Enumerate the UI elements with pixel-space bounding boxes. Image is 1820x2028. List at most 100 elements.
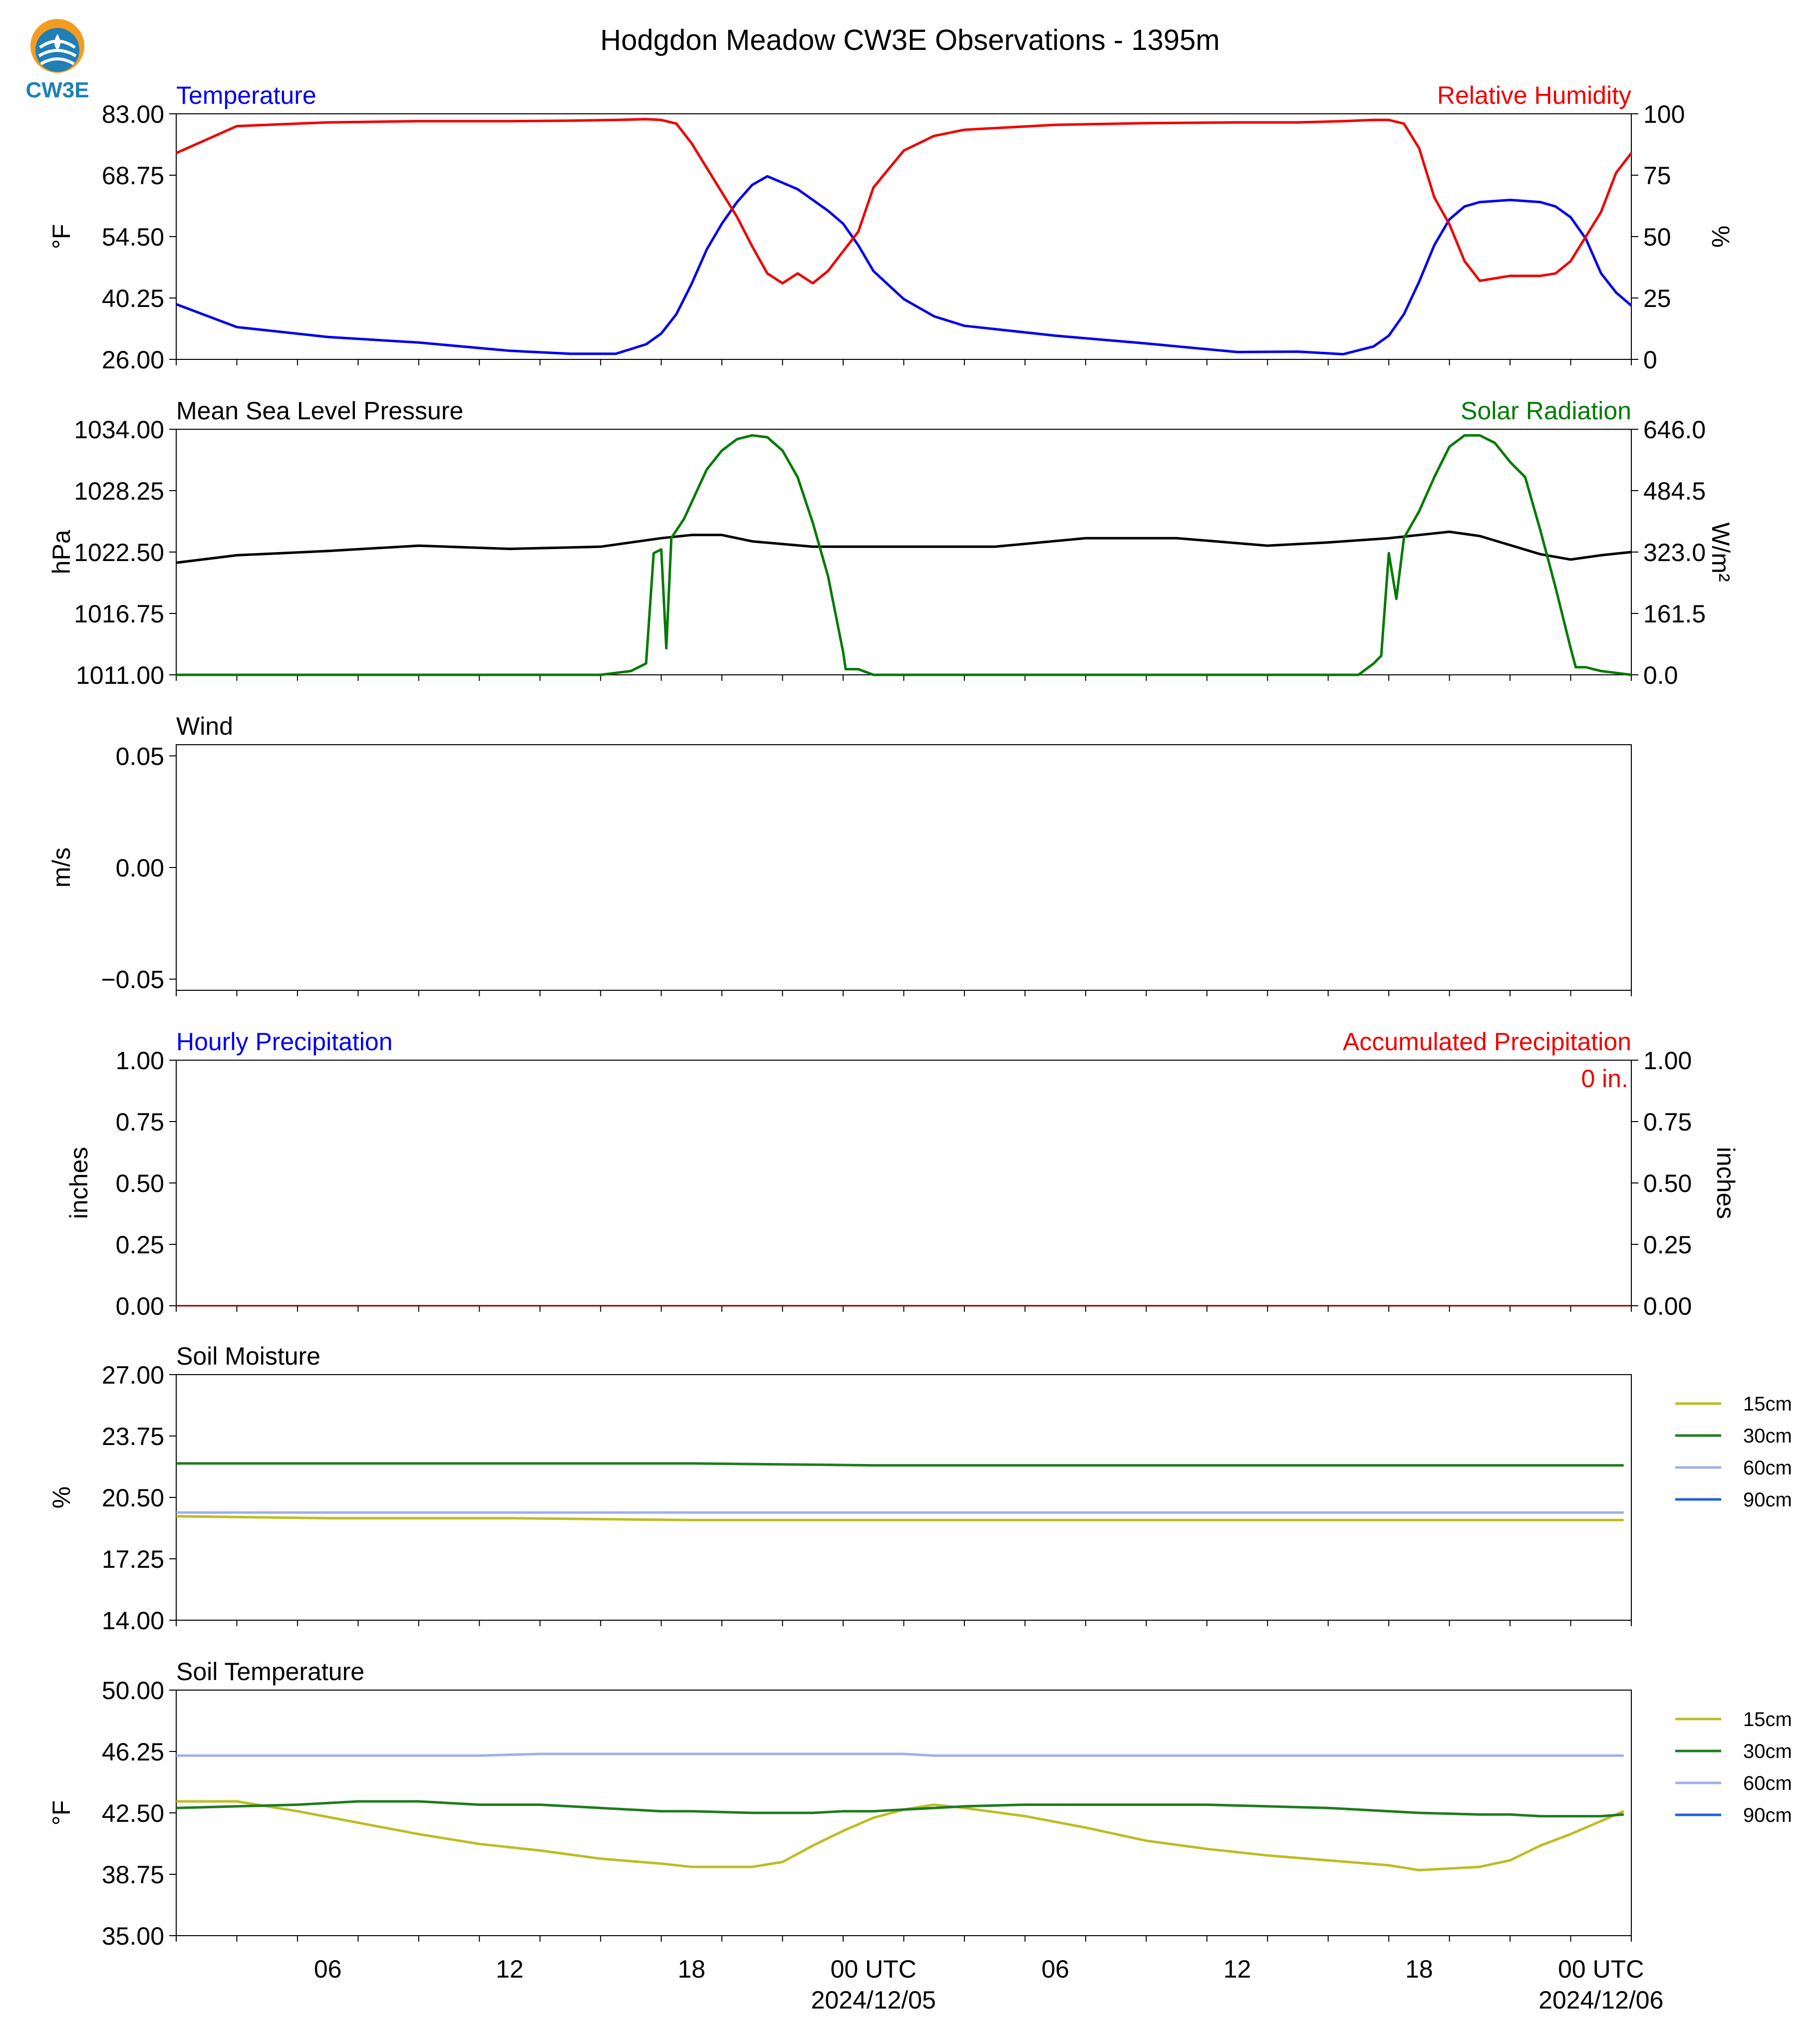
plot-frame (176, 1374, 1632, 1621)
y-tick-label: 42.50 (102, 1799, 164, 1827)
panel-title-left: Wind (176, 712, 233, 740)
panel-title-left: Mean Sea Level Pressure (176, 397, 463, 425)
x-tick-label: 00 UTC (1558, 1955, 1644, 1983)
y-tick-label: 0.50 (116, 1169, 164, 1197)
y-tick-label: 54.50 (102, 223, 164, 251)
y2-tick-label: 161.5 (1643, 600, 1706, 628)
logo-drop-icon (54, 34, 60, 50)
y-tick-label: 50.00 (102, 1677, 164, 1705)
solar-radiation-line (176, 434, 1632, 676)
y-tick-label: 0.25 (116, 1231, 164, 1259)
y2-tick-label: 1.00 (1643, 1047, 1692, 1075)
x-tick-date-label: 2024/12/05 (811, 1986, 936, 2014)
y-tick-label: −0.05 (101, 966, 164, 994)
y-tick-label: 1016.75 (74, 600, 164, 628)
y2-tick-label: 0.00 (1643, 1292, 1692, 1320)
panel-title-right: Accumulated Precipitation (1343, 1028, 1631, 1056)
precip-total-label: 0 in. (1581, 1065, 1628, 1093)
panels: Temperature Relative Humidity 26.00 40.25 54… (47, 81, 1792, 2014)
y-tick-label: 14.00 (102, 1607, 164, 1635)
y-axis-label: °F (47, 224, 75, 250)
y2-tick-label: 100 (1643, 100, 1685, 128)
x-tick-label: 12 (496, 1955, 524, 1983)
legend-label: 60cm (1743, 1457, 1792, 1479)
legend-label: 90cm (1743, 1804, 1792, 1826)
y2-tick-label: 323.0 (1643, 539, 1706, 567)
y-tick-label: 0.75 (116, 1108, 164, 1136)
legend-label: 15cm (1743, 1709, 1792, 1731)
y-axis-label: °F (47, 1800, 75, 1826)
panel-temp-rh: Temperature Relative Humidity 26.00 40.25 54… (47, 81, 1735, 374)
legend-label: 30cm (1743, 1425, 1792, 1447)
y2-tick-label: 484.5 (1643, 477, 1706, 505)
y-tick-label: 35.00 (102, 1922, 164, 1950)
cw3e-logo: CW3E (25, 19, 89, 102)
panel-title-right: Solar Radiation (1461, 397, 1631, 425)
y-tick-label: 23.75 (102, 1423, 164, 1450)
x-tick-label: 06 (314, 1955, 342, 1983)
pressure-line (176, 530, 1632, 564)
y-tick-label: 46.25 (102, 1738, 164, 1766)
legend-label: 30cm (1743, 1740, 1792, 1762)
y-tick-label: 27.00 (102, 1361, 164, 1389)
y-tick-label: 17.25 (102, 1545, 164, 1573)
panel-soil-moisture: Soil Moisture 14.00 17.25 20.50 23.75 27.00% 1… (47, 1342, 1792, 1635)
y-tick-label: 1011.00 (76, 661, 164, 689)
y-axis-label: % (47, 1486, 75, 1508)
x-tick-label: 06 (1041, 1955, 1069, 1983)
y-tick-label: 26.00 (102, 346, 164, 374)
y-tick-label: 1022.50 (74, 539, 164, 567)
panel-title-left: Soil Temperature (176, 1658, 364, 1686)
y-tick-label: 68.75 (102, 162, 164, 190)
soil-temp-60cm-line (176, 1752, 1624, 1757)
humidity-line (175, 118, 1632, 285)
x-tick-date-label: 2024/12/06 (1538, 1986, 1663, 2014)
soil-moisture-15cm-line (176, 1515, 1624, 1521)
panel-title-left: Soil Moisture (176, 1342, 320, 1370)
y-tick-label: 1028.25 (74, 477, 164, 505)
y-axis-label: m/s (47, 848, 75, 888)
x-tick-label: 18 (678, 1955, 706, 1983)
figure-title: Hodgdon Meadow CW3E Observations - 1395m (600, 24, 1219, 56)
panel-title-right: Relative Humidity (1437, 81, 1631, 109)
y2-tick-label: 0.0 (1643, 661, 1678, 689)
panel-pressure-solar: Mean Sea Level Pressure Solar Radiation 10… (47, 397, 1735, 689)
panel-wind: Wind −0.05 0.00 0.05 m/s (47, 712, 1632, 996)
plot-frame (176, 1060, 1632, 1306)
y-tick-label: 1.00 (116, 1047, 164, 1075)
legend-label: 90cm (1743, 1489, 1792, 1511)
y2-tick-label: 0.25 (1643, 1231, 1692, 1259)
plot-frame (176, 744, 1632, 991)
plot-frame (176, 429, 1632, 675)
y2-axis-label: % (1707, 226, 1735, 248)
y-tick-label: 40.25 (102, 285, 164, 312)
y-tick-label: 20.50 (102, 1484, 164, 1512)
logo-text: CW3E (25, 78, 89, 102)
panel-title-left: Temperature (176, 81, 316, 109)
panel-precip: Hourly Precipitation Accumulated Precipit… (65, 1028, 1740, 1320)
y-axis-label: hPa (47, 530, 75, 574)
panel-soil-temp: Soil Temperature 35.00 38.75 42.50 46.25 50.0… (47, 1658, 1792, 2014)
soil-moisture-30cm-line (176, 1462, 1624, 1467)
x-tick-label: 18 (1405, 1955, 1433, 1983)
soil-temp-15cm-line (176, 1800, 1624, 1872)
y2-axis-label: W/m² (1707, 522, 1735, 581)
y-tick-label: 1034.00 (74, 416, 164, 444)
y2-tick-label: 0 (1643, 346, 1657, 374)
x-tick-label: 12 (1223, 1955, 1251, 1983)
legend-label: 15cm (1743, 1393, 1792, 1415)
y2-tick-label: 0.75 (1643, 1108, 1692, 1136)
y-tick-label: 0.00 (116, 1292, 164, 1320)
x-tick-label: 00 UTC (831, 1955, 916, 1983)
y-tick-label: 38.75 (102, 1861, 164, 1889)
y2-tick-label: 646.0 (1643, 416, 1706, 444)
soil-temp-30cm-line (176, 1800, 1624, 1818)
y2-tick-label: 0.50 (1643, 1169, 1692, 1197)
legend-label: 60cm (1743, 1772, 1792, 1794)
y2-axis-label: inches (1712, 1147, 1740, 1219)
y-tick-label: 0.05 (116, 742, 164, 770)
temperature-line (176, 175, 1632, 356)
y2-tick-label: 75 (1643, 162, 1671, 190)
y-tick-label: 0.00 (116, 854, 164, 882)
